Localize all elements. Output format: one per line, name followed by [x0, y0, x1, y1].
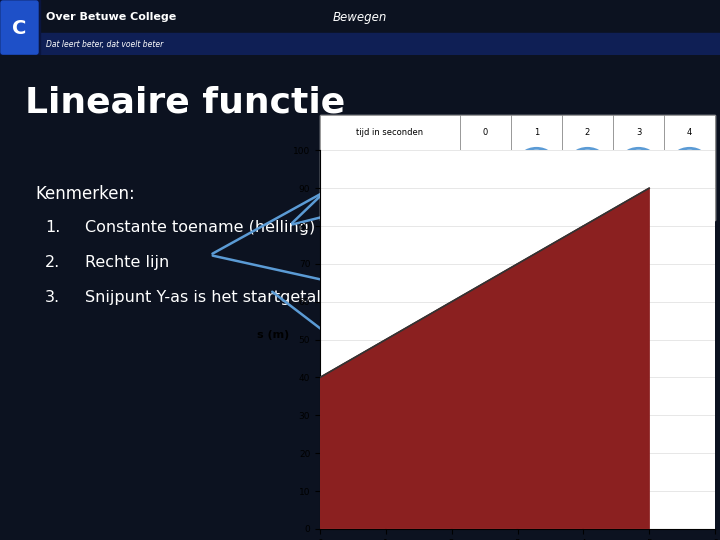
- Text: Lineaire functie: Lineaire functie: [25, 85, 346, 119]
- Polygon shape: [386, 302, 451, 529]
- Text: +10: +10: [579, 198, 596, 207]
- Polygon shape: [451, 264, 518, 529]
- Text: tijd in seconden: tijd in seconden: [356, 128, 423, 137]
- Polygon shape: [518, 226, 583, 529]
- Bar: [0, 33, 720, 55]
- Text: +10: +10: [528, 198, 545, 207]
- Text: 70: 70: [633, 163, 644, 172]
- Text: Dat leert beter, dat voelt beter: Dat leert beter, dat voelt beter: [46, 39, 163, 49]
- Polygon shape: [583, 188, 649, 529]
- Text: 80: 80: [684, 163, 695, 172]
- Text: 40: 40: [480, 163, 491, 172]
- Text: 1: 1: [534, 128, 539, 137]
- Text: 60: 60: [582, 163, 593, 172]
- Text: Over Betuwe College: Over Betuwe College: [46, 12, 176, 22]
- Y-axis label: s (m): s (m): [258, 329, 289, 340]
- Text: 2: 2: [585, 128, 590, 137]
- Text: Snijpunt Y-as is het startgetal.: Snijpunt Y-as is het startgetal.: [85, 290, 326, 305]
- Text: 3: 3: [636, 128, 642, 137]
- Text: Kenmerken:: Kenmerken:: [35, 185, 135, 203]
- Bar: [0, 0, 40, 55]
- FancyBboxPatch shape: [1, 1, 38, 54]
- Polygon shape: [320, 340, 386, 529]
- Text: 3.: 3.: [45, 290, 60, 305]
- Text: 4: 4: [687, 128, 692, 137]
- Text: afstand in meters: afstand in meters: [353, 163, 427, 172]
- Text: +10: +10: [630, 198, 647, 207]
- Text: 50: 50: [531, 163, 541, 172]
- Text: +10: +10: [681, 198, 698, 207]
- Text: 15: 15: [685, 513, 705, 528]
- Text: C: C: [12, 18, 26, 38]
- Text: Constante toename (helling): Constante toename (helling): [85, 220, 315, 235]
- Text: Bewegen: Bewegen: [333, 10, 387, 24]
- Text: Rechte lijn: Rechte lijn: [85, 255, 169, 270]
- Text: 1.: 1.: [45, 220, 60, 235]
- Text: 2.: 2.: [45, 255, 60, 270]
- Bar: [320, 115, 715, 220]
- Text: 0: 0: [483, 128, 488, 137]
